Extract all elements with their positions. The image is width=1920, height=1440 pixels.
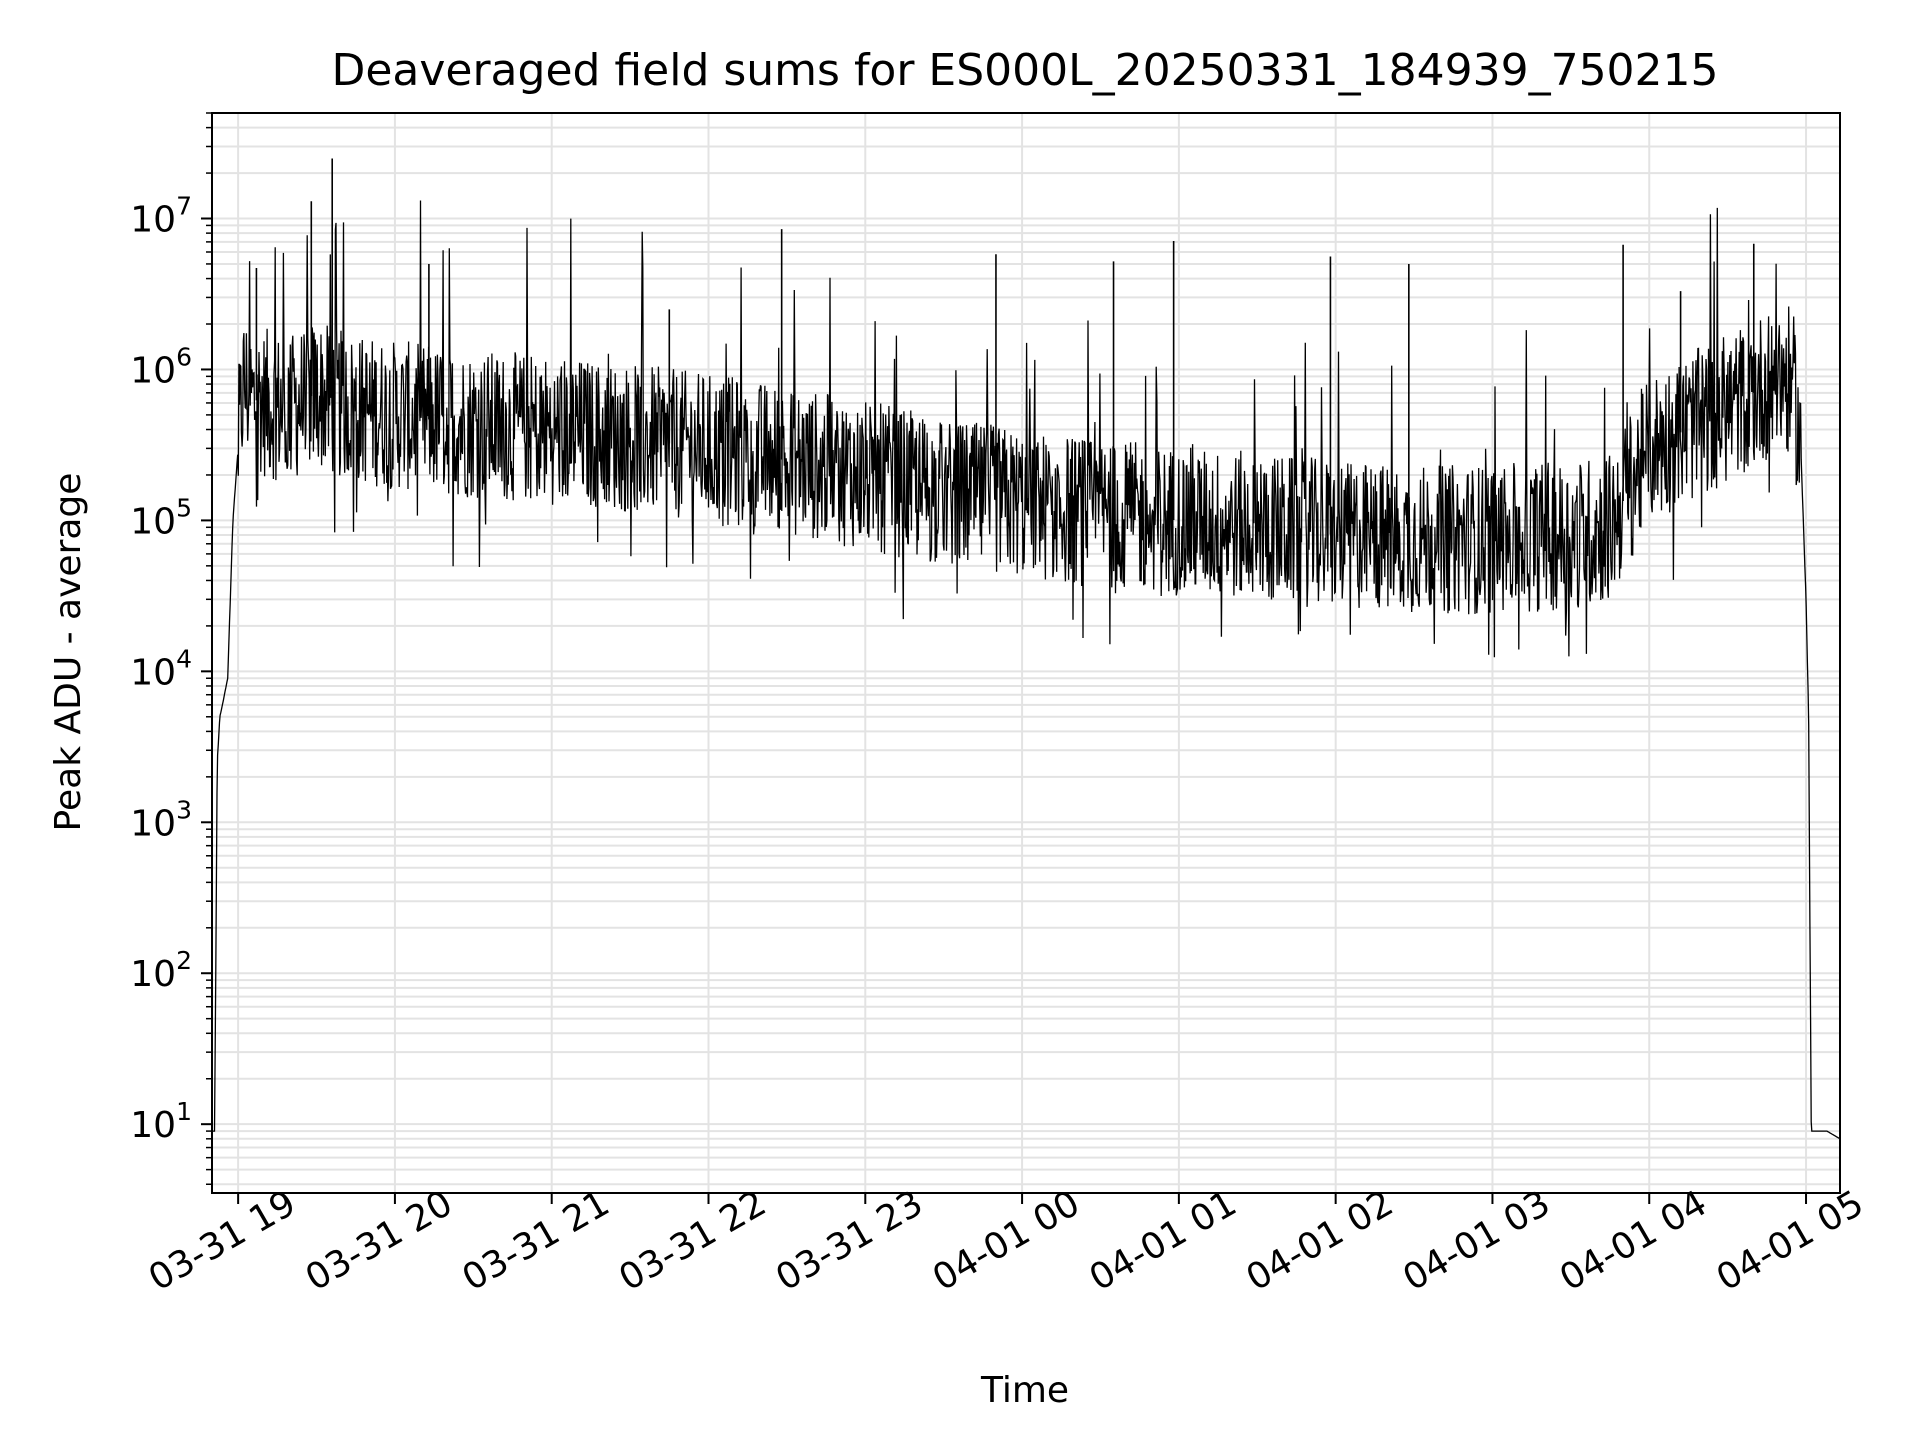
x-axis-label: Time <box>980 1370 1069 1411</box>
x-tick-label: 03-31 21 <box>456 1183 617 1299</box>
chart-title: Deaveraged field sums for ES000L_2025033… <box>331 45 1718 96</box>
series-line-group <box>212 158 1841 1140</box>
x-tick-label: 04-01 05 <box>1710 1183 1871 1299</box>
y-tick-label: 101 <box>130 1097 192 1146</box>
x-tick-label: 03-31 19 <box>142 1183 303 1299</box>
x-tick-label: 03-31 20 <box>299 1183 460 1299</box>
plot-frame <box>211 112 1841 1194</box>
y-axis: 101 102 103 104 105 106 107 <box>130 112 212 1185</box>
grid <box>212 112 1840 1193</box>
y-tick-label: 107 <box>130 192 192 241</box>
y-tick-label: 104 <box>130 644 192 693</box>
x-tick-label: 03-31 22 <box>612 1183 773 1299</box>
x-tick-label: 04-01 00 <box>926 1183 1087 1299</box>
y-tick-label: 103 <box>130 795 192 844</box>
x-tick-label: 04-01 04 <box>1553 1183 1714 1299</box>
y-tick-label: 106 <box>130 342 192 391</box>
y-axis-label: Peak ADU - average <box>48 473 89 832</box>
x-tick-label: 03-31 23 <box>769 1183 930 1299</box>
series-line <box>212 200 1841 1140</box>
y-tick-label: 105 <box>130 493 192 542</box>
x-tick-label: 04-01 01 <box>1083 1183 1244 1299</box>
x-tick-label: 04-01 03 <box>1396 1183 1557 1299</box>
x-tick-label: 04-01 02 <box>1240 1183 1401 1299</box>
y-tick-label: 102 <box>130 946 192 995</box>
